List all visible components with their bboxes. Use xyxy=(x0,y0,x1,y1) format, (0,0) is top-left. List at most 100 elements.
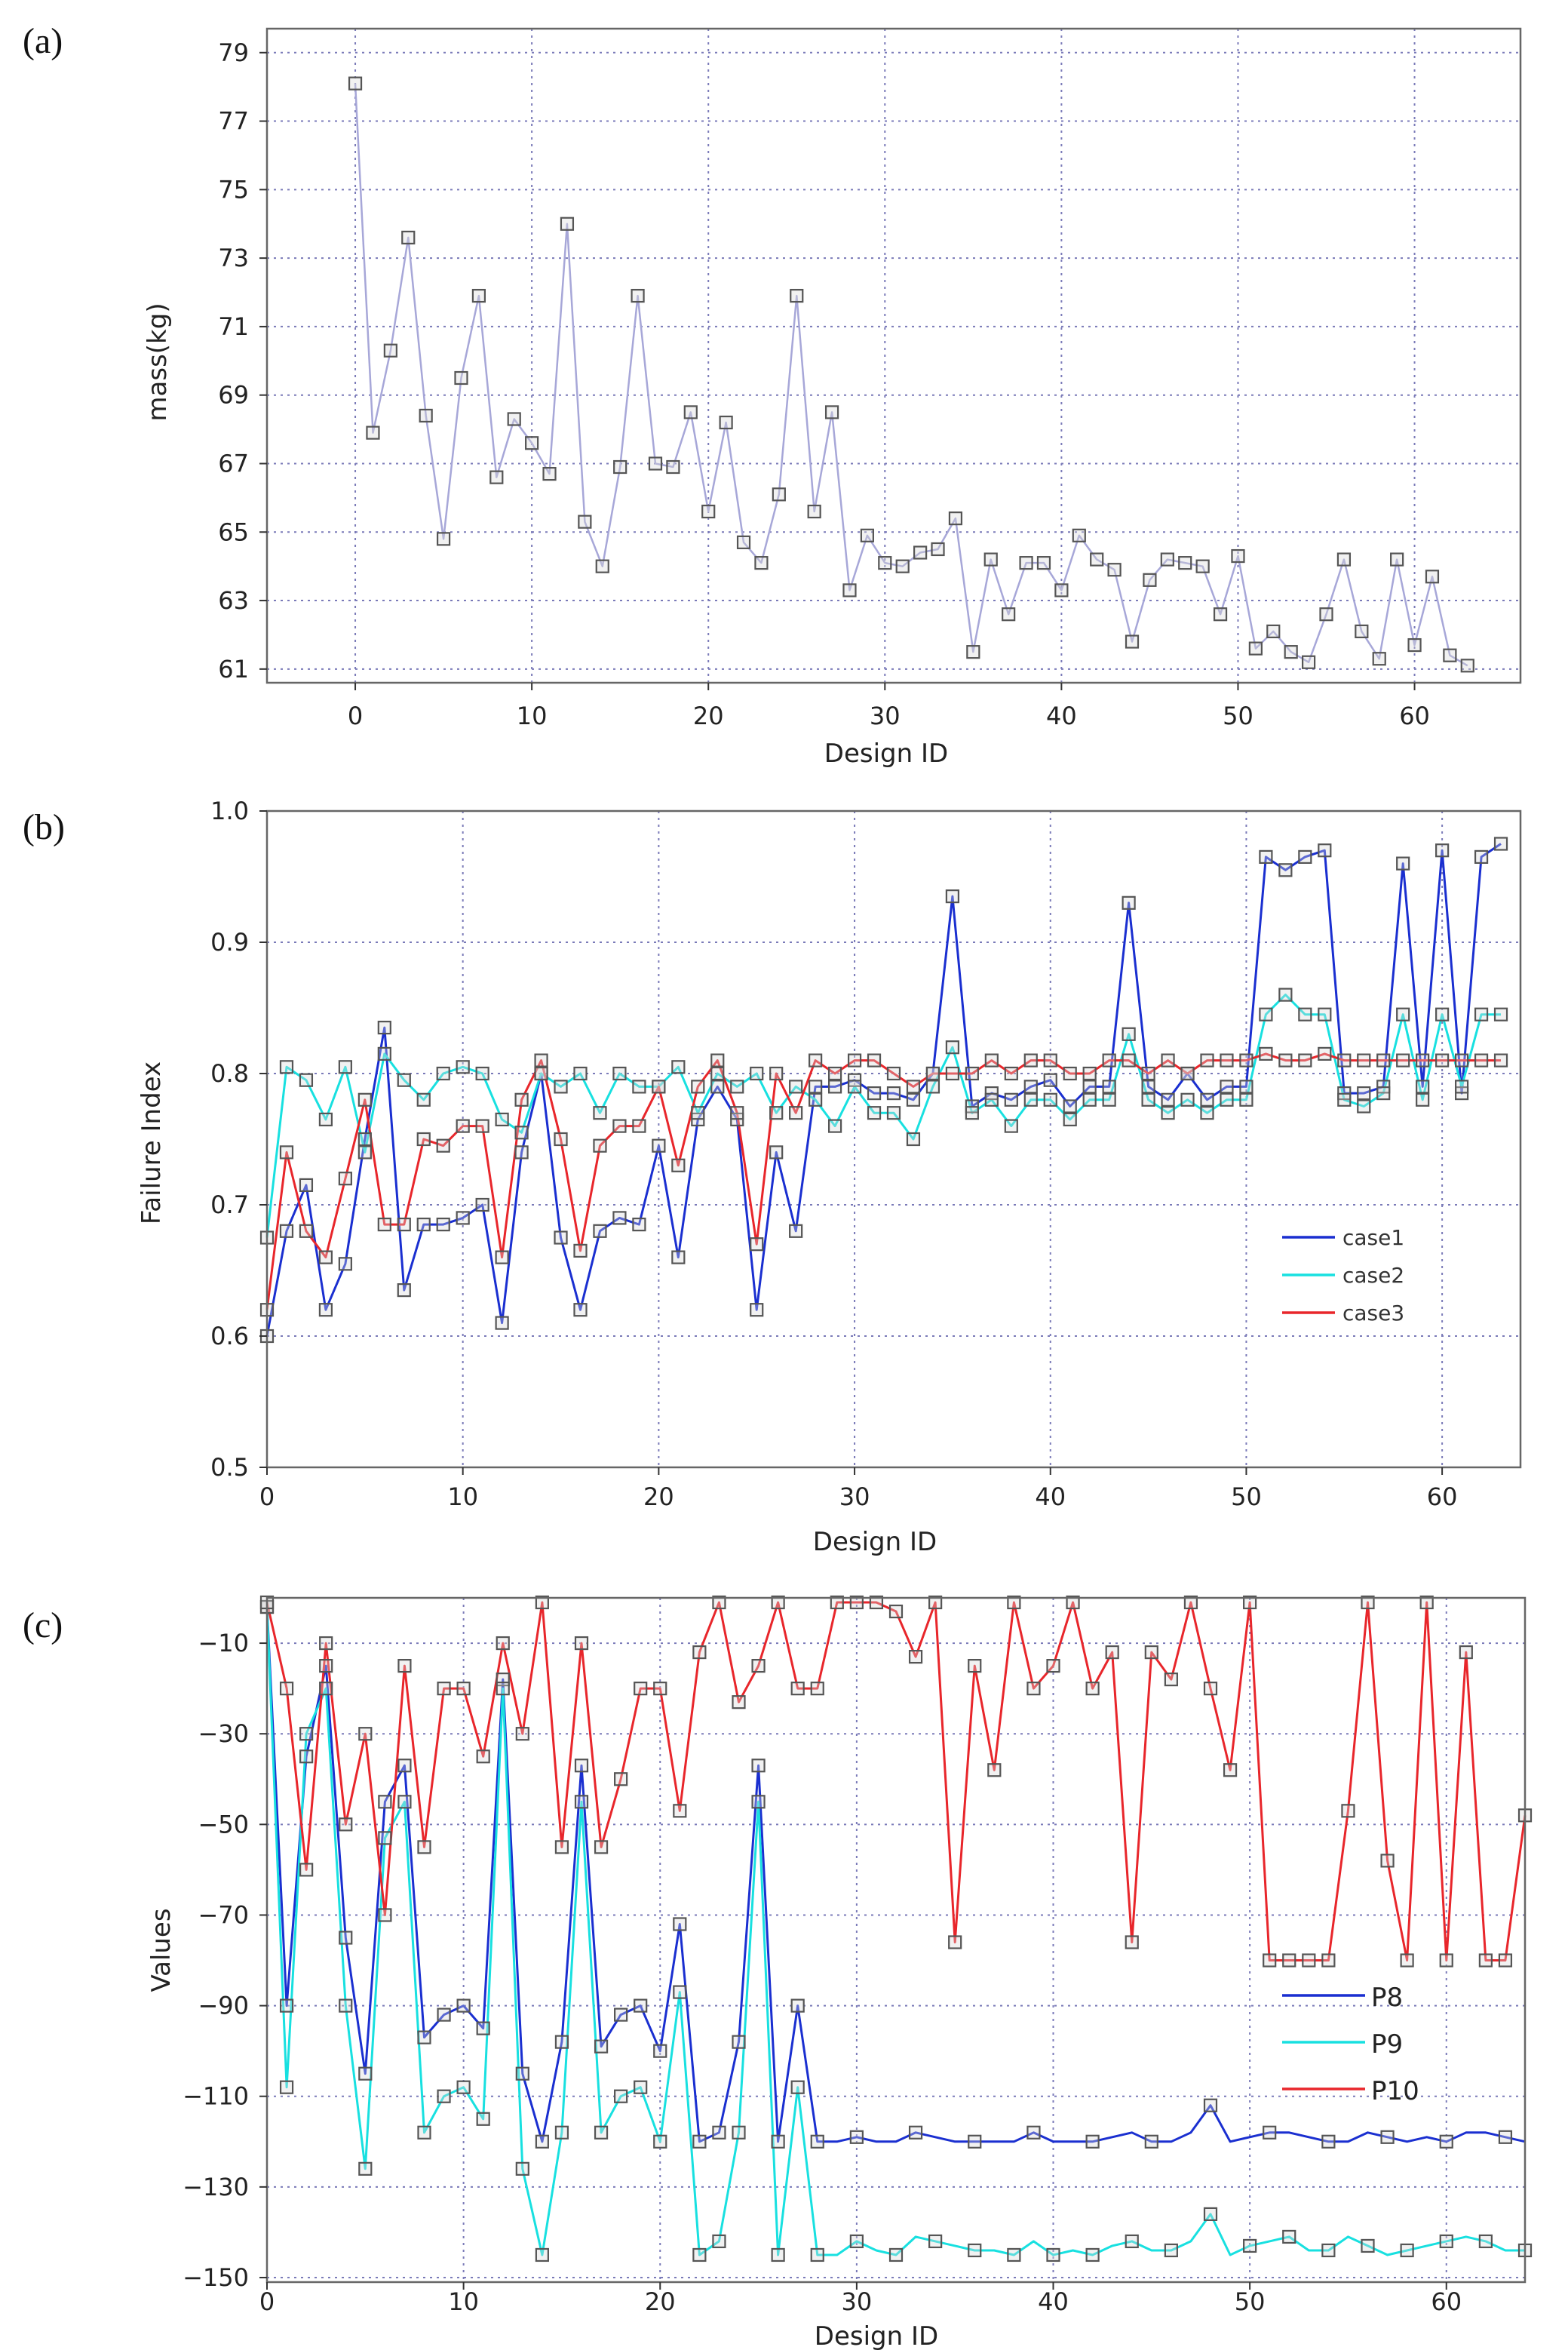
data-point-case1 xyxy=(416,1217,431,1232)
data-point-p9 xyxy=(1321,2243,1336,2258)
data-point-p10 xyxy=(456,1682,471,1696)
data-point-mass xyxy=(648,456,663,471)
data-point-case2 xyxy=(945,1040,960,1055)
data-point-case3 xyxy=(1141,1066,1155,1081)
data-point-case3 xyxy=(318,1250,333,1264)
data-point-case3 xyxy=(809,1053,823,1067)
data-point-p8 xyxy=(751,1759,766,1773)
data-point-p8 xyxy=(397,1759,412,1773)
series-line-case1 xyxy=(265,843,1502,1337)
data-point-case3 xyxy=(1298,1053,1312,1067)
data-point-p9 xyxy=(751,1795,766,1809)
data-point-case2 xyxy=(1180,1092,1195,1107)
data-point-p10 xyxy=(1459,1645,1473,1660)
data-point-p8 xyxy=(692,2134,707,2149)
data-point-p8 xyxy=(634,1998,648,2013)
data-point-p8 xyxy=(554,2035,569,2049)
data-point-p9 xyxy=(1282,2229,1296,2244)
data-point-case2 xyxy=(299,1073,314,1087)
data-point-p9 xyxy=(1203,2207,1218,2222)
data-point-case1 xyxy=(809,1080,823,1094)
data-point-case2 xyxy=(769,1106,784,1120)
data-point-mass xyxy=(736,535,751,549)
data-point-p9 xyxy=(928,2234,943,2249)
data-point-mass xyxy=(754,556,769,570)
data-point-case1 xyxy=(456,1211,470,1225)
data-point-case3 xyxy=(495,1250,509,1264)
data-point-case1 xyxy=(397,1283,411,1298)
data-point-case3 xyxy=(1337,1053,1352,1067)
data-point-p8 xyxy=(908,2125,923,2140)
data-point-p10 xyxy=(1439,1953,1453,1968)
data-point-p8 xyxy=(849,2130,864,2144)
data-point-case1 xyxy=(1259,849,1273,865)
y-tick-label-c: −130 xyxy=(183,2173,249,2201)
data-point-p8 xyxy=(1085,2134,1100,2149)
data-point-case3 xyxy=(514,1092,529,1107)
data-point-case3 xyxy=(1357,1053,1371,1067)
data-point-case2 xyxy=(554,1080,568,1094)
y-tick-label-a: 75 xyxy=(218,175,249,204)
data-point-case1 xyxy=(1298,849,1312,865)
data-point-case1 xyxy=(1200,1092,1214,1107)
data-point-case3 xyxy=(397,1217,411,1232)
data-point-case3 xyxy=(554,1132,568,1147)
panel-label-c: (c) xyxy=(23,1605,63,1645)
data-point-mass xyxy=(666,459,680,475)
data-point-case2 xyxy=(906,1132,921,1147)
x-tick-label-c: 40 xyxy=(1038,2287,1069,2316)
data-point-case2 xyxy=(357,1145,372,1160)
data-point-mass xyxy=(931,542,945,557)
data-point-p9 xyxy=(339,1998,353,2013)
data-point-mass xyxy=(683,405,698,419)
data-point-p9 xyxy=(574,1795,589,1809)
data-point-mass xyxy=(525,436,539,450)
data-point-p9 xyxy=(554,2125,569,2140)
data-point-p8 xyxy=(358,2066,373,2081)
data-point-mass xyxy=(507,412,521,426)
data-point-mass xyxy=(1266,624,1281,639)
y-tick-label-b: 0.6 xyxy=(210,1322,249,1350)
data-point-p9 xyxy=(614,2089,628,2103)
data-point-case1 xyxy=(357,1132,372,1147)
data-point-p10 xyxy=(1282,1953,1296,1968)
data-point-mass xyxy=(542,467,557,481)
data-point-case3 xyxy=(1180,1066,1195,1081)
data-point-case1 xyxy=(1082,1080,1097,1094)
data-point-case3 xyxy=(750,1237,764,1252)
data-point-mass xyxy=(578,515,592,529)
legend-label-p9: P9 xyxy=(1371,2029,1403,2060)
data-point-case2 xyxy=(377,1046,391,1061)
data-point-p10 xyxy=(830,1595,844,1610)
data-point-case2 xyxy=(867,1106,882,1120)
data-point-p9 xyxy=(790,2080,805,2094)
data-point-case2 xyxy=(1200,1106,1214,1120)
x-tick-label-a: 0 xyxy=(348,702,363,730)
y-axis-title-a: mass(kg) xyxy=(143,303,173,421)
series-line-case3 xyxy=(265,1052,1501,1310)
y-tick-label-a: 79 xyxy=(218,38,249,67)
data-point-case2 xyxy=(1239,1092,1253,1107)
data-point-p10 xyxy=(1164,1673,1178,1687)
data-point-case2 xyxy=(1141,1092,1155,1107)
data-point-mass xyxy=(966,645,980,659)
data-point-case1 xyxy=(1023,1080,1038,1094)
data-point-case2 xyxy=(1376,1086,1391,1101)
y-tick-label-c: −110 xyxy=(183,2082,249,2111)
data-point-case2 xyxy=(318,1112,333,1127)
data-point-case2 xyxy=(397,1073,411,1087)
data-point-case3 xyxy=(1220,1053,1234,1067)
data-point-mass xyxy=(1054,583,1069,597)
data-point-case1 xyxy=(789,1224,803,1238)
data-point-mass xyxy=(1019,556,1033,570)
data-point-mass xyxy=(807,504,821,519)
y-tick-label-a: 63 xyxy=(218,586,249,615)
data-point-p9 xyxy=(456,2080,471,2094)
data-point-case3 xyxy=(827,1066,842,1081)
data-point-p8 xyxy=(476,2021,490,2035)
x-axis-title-c: Design ID xyxy=(815,2321,938,2350)
data-point-case3 xyxy=(1454,1053,1469,1067)
data-point-mass xyxy=(948,511,963,526)
data-point-case1 xyxy=(318,1303,333,1317)
data-point-case3 xyxy=(1416,1053,1430,1067)
